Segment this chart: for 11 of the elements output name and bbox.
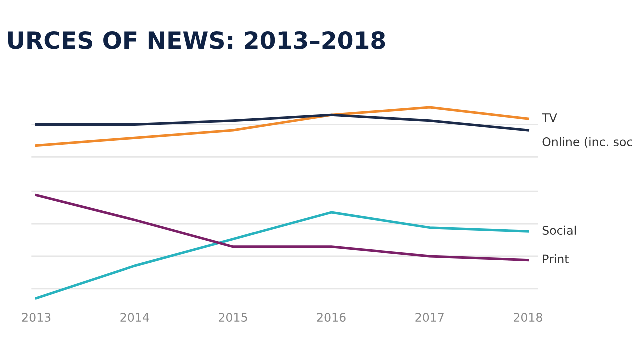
x-tick-label: 2013 [22,313,51,322]
x-tick-label: 2014 [120,313,150,322]
series-label: Social [542,226,576,236]
series-label: TV [542,114,558,122]
chart-title: URCES OF NEWS: 2013–2018 [8,31,386,50]
x-tick-label: 2017 [416,313,444,322]
series-label: Online (inc. soc [542,137,632,148]
series-label: Print [543,254,569,264]
x-tick-label: 2015 [219,313,248,322]
x-tick-label: 2016 [317,313,346,322]
x-tick-label: 2018 [514,313,542,322]
